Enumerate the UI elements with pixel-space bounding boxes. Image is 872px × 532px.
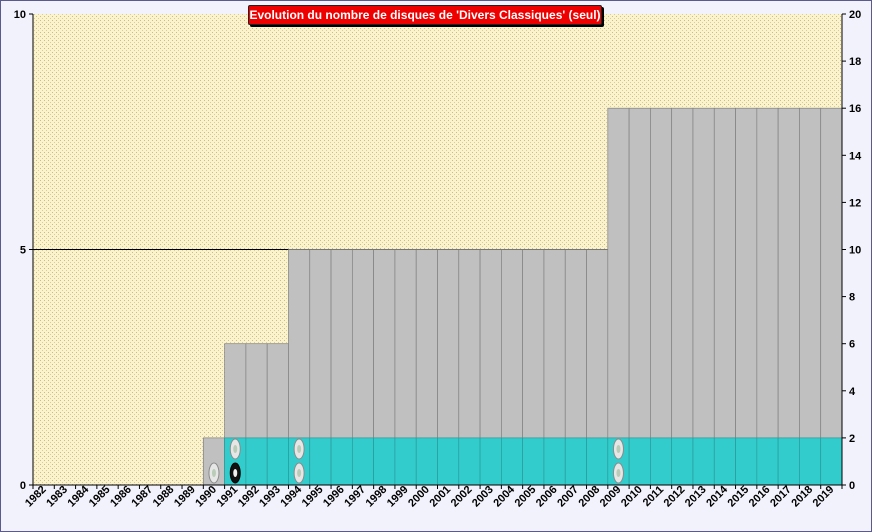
x-tick-label: 2011	[641, 484, 666, 509]
bar-teal-2010	[628, 437, 651, 486]
disc-hole-icon	[297, 469, 302, 477]
x-tick-label: 1996	[321, 484, 347, 510]
x-tick-label: 2017	[768, 484, 794, 510]
bar-teal-2018	[799, 437, 822, 486]
x-tick-label: 2004	[491, 483, 517, 509]
right-tick-label: 16	[849, 103, 861, 115]
bar-grey-2010	[628, 107, 651, 486]
x-tick-label: 1982	[23, 484, 49, 510]
disc-hole-icon	[297, 445, 302, 453]
x-tick-label: 2002	[449, 484, 475, 510]
right-tick-label: 4	[849, 386, 856, 398]
x-tick-label: 2018	[789, 484, 815, 510]
x-tick-label: 2001	[427, 484, 453, 510]
x-tick-label: 1989	[172, 484, 198, 510]
bar-teal-2003	[479, 437, 502, 486]
left-tick-label: 10	[14, 9, 26, 21]
bar-teal-2012	[671, 437, 694, 486]
bar-grey-2009	[607, 107, 630, 486]
disc-hole-icon	[233, 469, 238, 477]
x-tick-label: 1988	[151, 484, 177, 510]
x-tick-label: 1990	[193, 484, 219, 510]
x-tick-label: 2000	[406, 484, 432, 510]
bar-teal-1993	[266, 437, 289, 486]
x-tick-label: 1983	[44, 484, 70, 510]
x-tick-label: 2007	[555, 484, 581, 510]
right-tick-label: 20	[849, 9, 861, 21]
x-tick-label: 1987	[129, 484, 155, 510]
x-tick-label: 1995	[300, 484, 326, 510]
bar-teal-2004	[501, 437, 524, 486]
x-tick-label: 2006	[534, 484, 560, 510]
right-tick-label: 18	[849, 56, 861, 68]
x-tick-label: 1999	[385, 484, 411, 510]
bar-teal-1996	[330, 437, 353, 486]
bar-grey-2017	[777, 107, 800, 486]
bar-grey-2011	[650, 107, 673, 486]
x-tick-label: 1985	[87, 484, 113, 510]
bar-teal-2016	[756, 437, 779, 486]
bar-teal-2014	[713, 437, 736, 486]
bar-teal-1995	[309, 437, 332, 486]
x-tick-label: 2015	[726, 484, 752, 510]
bar-teal-1999	[394, 437, 417, 486]
right-tick-label: 10	[849, 245, 861, 257]
bar-teal-2005	[522, 437, 545, 486]
x-tick-label: 1994	[278, 483, 304, 509]
bar-grey-2018	[799, 107, 822, 486]
bar-teal-2013	[692, 437, 715, 486]
x-tick-label: 2005	[513, 484, 539, 510]
x-tick-label: 1986	[108, 484, 134, 510]
bar-teal-2001	[437, 437, 460, 486]
x-tick-label: 2013	[683, 484, 709, 510]
x-tick-label: 1991	[215, 484, 241, 510]
disc-hole-icon	[233, 445, 238, 453]
right-tick-label: 6	[849, 339, 855, 351]
right-tick-label: 12	[849, 197, 861, 209]
x-tick-label: 2019	[811, 484, 837, 510]
x-tick-label: 1993	[257, 484, 283, 510]
bar-teal-2007	[564, 437, 587, 486]
bar-teal-2002	[458, 437, 481, 486]
bar-teal-1997	[351, 437, 374, 486]
chart-title: Evolution du nombre de disques de 'Diver…	[249, 8, 601, 22]
right-tick-label: 8	[849, 292, 855, 304]
disc-hole-icon	[616, 445, 621, 453]
x-tick-label: 1992	[236, 484, 262, 510]
x-tick-label: 1984	[66, 483, 92, 509]
x-tick-label: 2008	[576, 484, 602, 510]
bar-grey-2014	[713, 107, 736, 486]
left-tick-label: 0	[20, 480, 26, 492]
bar-grey-2016	[756, 107, 779, 486]
right-tick-label: 14	[849, 150, 862, 162]
x-tick-label: 1997	[342, 484, 368, 510]
x-tick-label: 2016	[747, 484, 773, 510]
chart-title-box: Evolution du nombre de disques de 'Diver…	[248, 5, 602, 25]
x-tick-label: 1998	[364, 484, 390, 510]
x-tick-label: 2014	[704, 483, 730, 509]
x-tick-label: 2003	[470, 484, 496, 510]
left-tick-label: 5	[20, 245, 26, 257]
right-tick-label: 2	[849, 433, 855, 445]
bar-teal-2008	[586, 437, 609, 486]
bar-grey-2012	[671, 107, 694, 486]
right-tick-label: 0	[849, 480, 855, 492]
bar-teal-2019	[820, 437, 843, 486]
bar-grey-2019	[820, 107, 843, 486]
bar-teal-1998	[373, 437, 396, 486]
bar-teal-2011	[650, 437, 673, 486]
bar-teal-2000	[415, 437, 438, 486]
disc-hole-icon	[211, 469, 216, 477]
bar-teal-2017	[777, 437, 800, 486]
x-tick-label: 2012	[662, 484, 688, 510]
bar-teal-1992	[245, 437, 268, 486]
x-tick-label: 2010	[619, 484, 645, 510]
x-tick-label: 2009	[598, 484, 624, 510]
bar-teal-2015	[735, 437, 758, 486]
disc-hole-icon	[616, 469, 621, 477]
bar-grey-2013	[692, 107, 715, 486]
bar-teal-2006	[543, 437, 566, 486]
bar-grey-2015	[735, 107, 758, 486]
